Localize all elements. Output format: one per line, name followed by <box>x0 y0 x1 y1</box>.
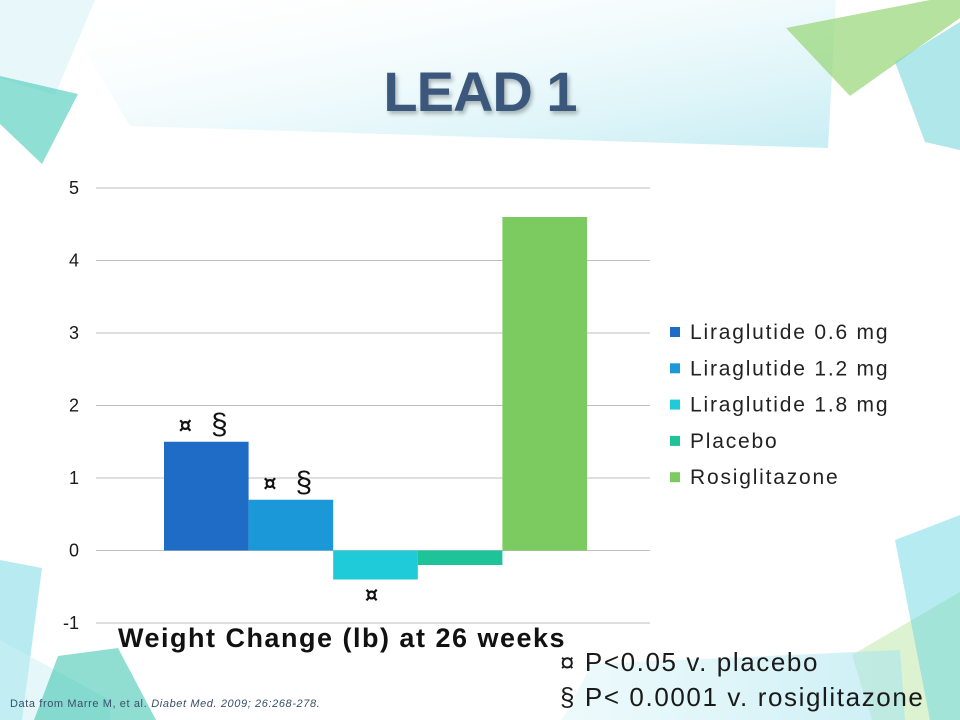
legend-item-liraglutide-1-8-mg: Liraglutide 1.8 mg <box>670 394 889 417</box>
slide-title: LEAD 1 <box>383 60 577 123</box>
source-prefix: Data from Marre M, et al. <box>10 698 148 710</box>
decor-shape-bottom-band <box>562 650 905 720</box>
bar-liraglutide-1-8-mg <box>333 550 418 580</box>
significance-marker: § <box>211 408 228 441</box>
legend-swatch <box>670 363 680 374</box>
legend-label: Liraglutide 1.8 mg <box>690 394 889 417</box>
bar-placebo <box>417 550 503 565</box>
decor-shape-top-right-green <box>786 0 960 96</box>
significance-marker: § <box>296 466 313 499</box>
y-tick-label: -1 <box>63 613 79 633</box>
category-label: Weight Change (lb) at 26 weeks <box>118 623 566 653</box>
y-tick-label: 4 <box>69 251 79 271</box>
legend-swatch <box>670 472 680 483</box>
legend-label: Placebo <box>690 430 779 453</box>
legend-label: Liraglutide 0.6 mg <box>690 321 889 344</box>
y-tick-label: 5 <box>69 178 79 198</box>
legend-swatch <box>670 399 680 410</box>
significance-markers: ¤ § ¤ § ¤ <box>179 408 379 607</box>
y-tick-label: 0 <box>69 541 79 561</box>
decor-shape-top-right-cyan <box>895 22 960 150</box>
bar-liraglutide-0-6-mg <box>164 441 249 551</box>
footnote-vs-placebo: ¤ P<0.05 v. placebo <box>560 647 820 677</box>
significance-marker: ¤ <box>365 583 378 607</box>
legend-swatch <box>670 327 680 337</box>
legend-item-liraglutide-1-2-mg: Liraglutide 1.2 mg <box>670 357 889 380</box>
bar-liraglutide-1-2-mg <box>248 499 334 551</box>
decor-shape-top-left-teal <box>0 76 78 164</box>
legend-item-placebo: Placebo <box>670 430 779 453</box>
source-citation: Data from Marre M, et al. Diabet Med. 200… <box>10 698 320 710</box>
legend-item-liraglutide-0-6-mg: Liraglutide 0.6 mg <box>670 321 889 344</box>
source-journal: Diabet Med. 2009; 26:268-278. <box>151 698 321 710</box>
significance-marker: ¤ <box>179 413 192 437</box>
legend-label: Liraglutide 1.2 mg <box>690 357 889 380</box>
y-tick-label: 2 <box>69 396 79 416</box>
legend-item-rosiglitazone: Rosiglitazone <box>670 466 839 489</box>
legend: Liraglutide 0.6 mg Liraglutide 1.2 mg Lira… <box>670 321 889 489</box>
y-axis: 5 4 3 2 1 0 -1 <box>63 178 79 633</box>
decor-shape-bottom-left-teal <box>34 648 156 720</box>
significance-marker: ¤ <box>263 471 276 495</box>
y-tick-label: 3 <box>69 323 79 343</box>
y-tick-label: 1 <box>69 468 79 488</box>
footnotes: ¤ P<0.05 v. placebo § P< 0.0001 v. rosig… <box>560 645 924 715</box>
footnote-vs-rosiglitazone: § P< 0.0001 v. rosiglitazone <box>560 682 925 712</box>
bar-rosiglitazone <box>502 217 587 551</box>
legend-swatch <box>670 435 680 446</box>
decor-shape-top-band <box>55 0 836 148</box>
bars <box>164 217 587 580</box>
decor-shape-top-left-pale <box>0 0 95 95</box>
legend-label: Rosiglitazone <box>690 466 839 489</box>
decor-shape-right-cyan <box>895 515 960 720</box>
